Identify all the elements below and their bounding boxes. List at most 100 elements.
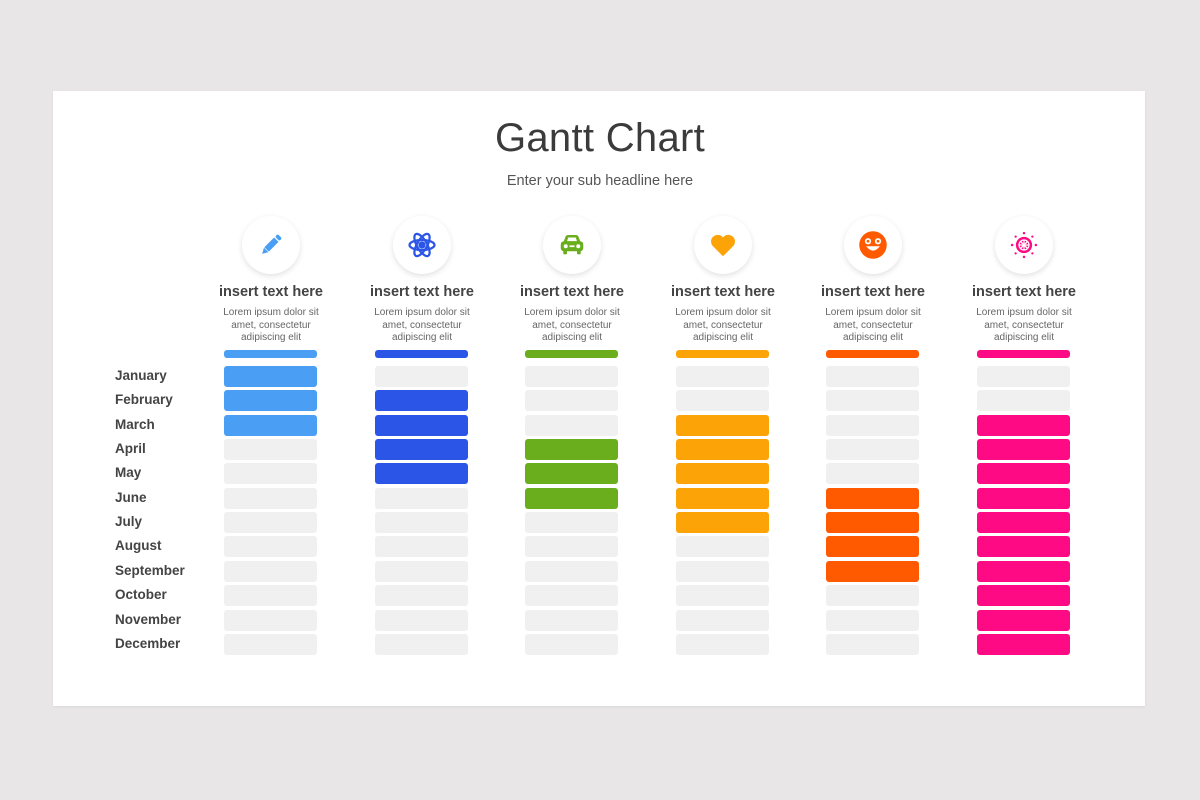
gantt-cell-empty (375, 366, 468, 387)
gantt-cell-empty (525, 512, 618, 534)
gantt-bar-active (977, 609, 1070, 631)
car-icon (543, 216, 601, 274)
gantt-cell-empty (826, 585, 919, 607)
gantt-bar-active (375, 463, 468, 485)
gantt-bar-active (375, 414, 468, 436)
task-description: Lorem ipsum dolor sit amet, consectetur ad… (223, 307, 319, 343)
gantt-cell-empty (224, 536, 317, 558)
gantt-cell-empty (977, 390, 1070, 412)
task-description: Lorem ipsum dolor sit amet, consectetur ad… (675, 307, 771, 343)
task-description: Lorem ipsum dolor sit amet, consectetur ad… (825, 307, 921, 343)
gantt-bar-active (977, 536, 1070, 558)
gantt-bar-active (224, 414, 317, 436)
gantt-bar-active (375, 439, 468, 461)
gantt-bar-active (977, 487, 1070, 509)
month-label-february: February (115, 392, 173, 408)
month-label-april: April (115, 441, 146, 457)
month-label-october: October (115, 587, 167, 603)
gantt-bar-active (826, 536, 919, 558)
gantt-cell-empty (375, 487, 468, 509)
gantt-cell-empty (676, 609, 769, 631)
gantt-bar-active (525, 439, 618, 461)
month-label-may: May (115, 465, 142, 481)
gantt-cell-empty (375, 585, 468, 607)
gantt-bar-active (676, 512, 769, 534)
gantt-cell-empty (826, 414, 919, 436)
gantt-bar-active (676, 487, 769, 509)
gantt-bar-active (676, 439, 769, 461)
task-color-bar (977, 350, 1070, 358)
gantt-cell-empty (676, 366, 769, 387)
gantt-cell-empty (525, 560, 618, 582)
gantt-cell-empty (224, 439, 317, 461)
task-title: insert text here (671, 284, 775, 300)
month-label-january: January (115, 368, 167, 383)
gantt-cell-empty (826, 390, 919, 412)
month-label-june: June (115, 489, 147, 505)
gantt-cell-empty (224, 512, 317, 534)
task-color-bar (525, 350, 618, 358)
task-description: Lorem ipsum dolor sit amet, consectetur ad… (524, 307, 620, 343)
task-color-bar (224, 350, 317, 358)
gantt-bar-active (977, 585, 1070, 607)
task-color-bar (375, 350, 468, 358)
gantt-cell-empty (525, 633, 618, 655)
gantt-cell-empty (224, 560, 317, 582)
gantt-cell-empty (525, 366, 618, 387)
gantt-bar-active (977, 512, 1070, 534)
gantt-cell-empty (826, 366, 919, 387)
gantt-cell-empty (525, 536, 618, 558)
ship-wheel-icon (995, 216, 1053, 274)
gantt-bar-active (826, 512, 919, 534)
gantt-bar-active (224, 366, 317, 387)
gantt-cell-empty (826, 633, 919, 655)
gantt-cell-empty (375, 512, 468, 534)
gantt-cell-empty (224, 609, 317, 631)
month-label-december: December (115, 635, 181, 651)
gantt-bar-active (676, 414, 769, 436)
task-color-bar (826, 350, 919, 358)
gantt-cell-empty (375, 633, 468, 655)
gantt-cell-empty (375, 609, 468, 631)
gantt-cell-empty (826, 609, 919, 631)
gantt-cell-empty (375, 560, 468, 582)
gantt-bar-active (977, 633, 1070, 655)
task-title: insert text here (219, 284, 323, 300)
gantt-bar-active (977, 439, 1070, 461)
task-description: Lorem ipsum dolor sit amet, consectetur ad… (976, 307, 1072, 343)
page-title: Gantt Chart (494, 116, 706, 160)
gantt-bar-active (826, 487, 919, 509)
gantt-cell-empty (826, 439, 919, 461)
gantt-bar-active (977, 560, 1070, 582)
gantt-cell-empty (525, 414, 618, 436)
gantt-cell-empty (224, 463, 317, 485)
task-title: insert text here (370, 284, 474, 300)
gantt-bar-active (224, 390, 317, 412)
gantt-cell-empty (676, 536, 769, 558)
gantt-cell-empty (977, 366, 1070, 387)
heart-icon (694, 216, 752, 274)
gantt-bar-active (375, 390, 468, 412)
atom-icon (393, 216, 451, 274)
gantt-bar-active (525, 487, 618, 509)
gantt-cell-empty (525, 390, 618, 412)
task-color-bar (676, 350, 769, 358)
task-title: insert text here (821, 284, 925, 300)
gantt-bar-active (676, 463, 769, 485)
gantt-cell-empty (525, 585, 618, 607)
month-label-august: August (115, 538, 162, 554)
gantt-cell-empty (826, 463, 919, 485)
gantt-cell-empty (676, 390, 769, 412)
gantt-bar-active (826, 560, 919, 582)
gantt-bar-active (525, 463, 618, 485)
task-description: Lorem ipsum dolor sit amet, consectetur ad… (374, 307, 470, 343)
gantt-cell-empty (224, 633, 317, 655)
gantt-cell-empty (676, 560, 769, 582)
gantt-cell-empty (224, 487, 317, 509)
gantt-cell-empty (676, 585, 769, 607)
month-label-july: July (115, 514, 143, 530)
month-label-march: March (115, 416, 155, 432)
gantt-bar-active (977, 414, 1070, 436)
gantt-cell-empty (525, 609, 618, 631)
task-title: insert text here (520, 284, 624, 300)
